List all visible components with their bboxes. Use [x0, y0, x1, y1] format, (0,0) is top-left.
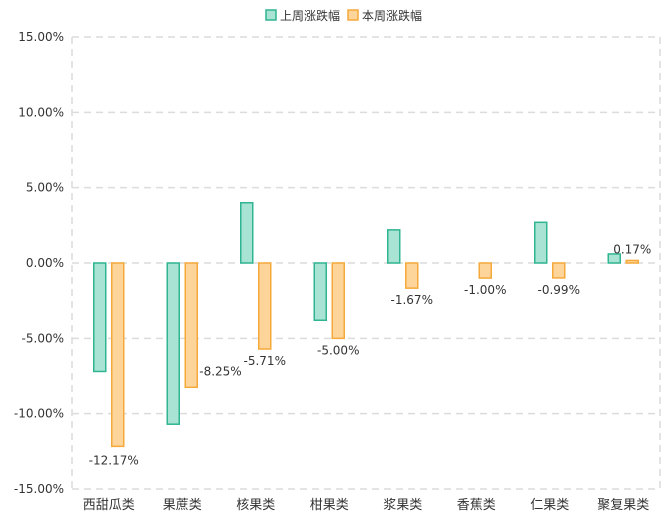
bar-series-2-8: [625, 259, 639, 264]
data-label: -8.25%: [199, 364, 241, 378]
y-tick-label: 0.00%: [26, 256, 64, 270]
bar-series-2-7: [552, 262, 566, 279]
data-label: -5.71%: [244, 354, 286, 368]
data-label: -12.17%: [89, 453, 139, 467]
bar-series-1-8: [607, 253, 621, 264]
x-tick-label: 聚复果类: [597, 498, 649, 513]
x-tick-label: 果蔗类: [163, 498, 202, 513]
bar-series-2-5: [405, 262, 419, 289]
legend: 上周涨跌幅 本周涨跌幅: [265, 8, 422, 23]
data-label: -5.00%: [317, 343, 359, 357]
data-label: -1.67%: [391, 293, 433, 307]
x-tick-label: 核果类: [236, 498, 275, 513]
x-tick-label: 浆果类: [383, 498, 422, 513]
bar-series-2-3: [258, 262, 272, 350]
gridlines: [71, 36, 661, 490]
y-axis-ticks: 15.00% 10.00% 5.00% 0.00% -5.00% -10.00% -15.0…: [14, 30, 64, 496]
bar-series-1-1: [93, 262, 107, 373]
legend-swatch: [265, 9, 277, 21]
data-label: -0.99%: [538, 283, 580, 297]
x-tick-label: 柑果类: [310, 498, 349, 513]
data-label: 0.17%: [613, 242, 651, 256]
bar-series-1-2: [166, 262, 180, 425]
bar-series-1-5: [387, 229, 401, 264]
legend-swatch: [347, 9, 359, 21]
y-tick-label: -10.00%: [14, 407, 64, 421]
bar-series-1-7: [534, 221, 548, 264]
bar-series-2-1: [111, 262, 125, 448]
y-tick-label: 15.00%: [18, 30, 64, 44]
x-tick-label: 西甜瓜类: [83, 497, 135, 513]
y-tick-label: 5.00%: [26, 181, 64, 195]
legend-label: 本周涨跌幅: [362, 8, 422, 23]
x-tick-label: 仁果类: [530, 498, 569, 513]
legend-label: 上周涨跌幅: [280, 8, 340, 23]
bar-series-1-4: [313, 262, 327, 322]
bar-series-2-2: [184, 262, 198, 389]
bar-series-1-3: [240, 201, 254, 264]
bar-series-2-4: [331, 262, 345, 340]
y-tick-label: -15.00%: [14, 482, 64, 496]
x-axis-ticks: 西甜瓜类 果蔗类 核果类 柑果类 浆果类 香蕉类 仁果类 聚复果类: [83, 497, 650, 513]
y-tick-label: -5.00%: [22, 331, 64, 345]
y-tick-label: 10.00%: [18, 105, 64, 119]
bars: [93, 201, 639, 448]
bar-series-2-6: [478, 262, 492, 279]
data-labels: -12.17% -8.25%-5.71% -5.00% -1.67% -1.00% -0.…: [89, 242, 652, 467]
x-tick-label: 香蕉类: [457, 498, 496, 513]
data-label: -1.00%: [464, 283, 506, 297]
